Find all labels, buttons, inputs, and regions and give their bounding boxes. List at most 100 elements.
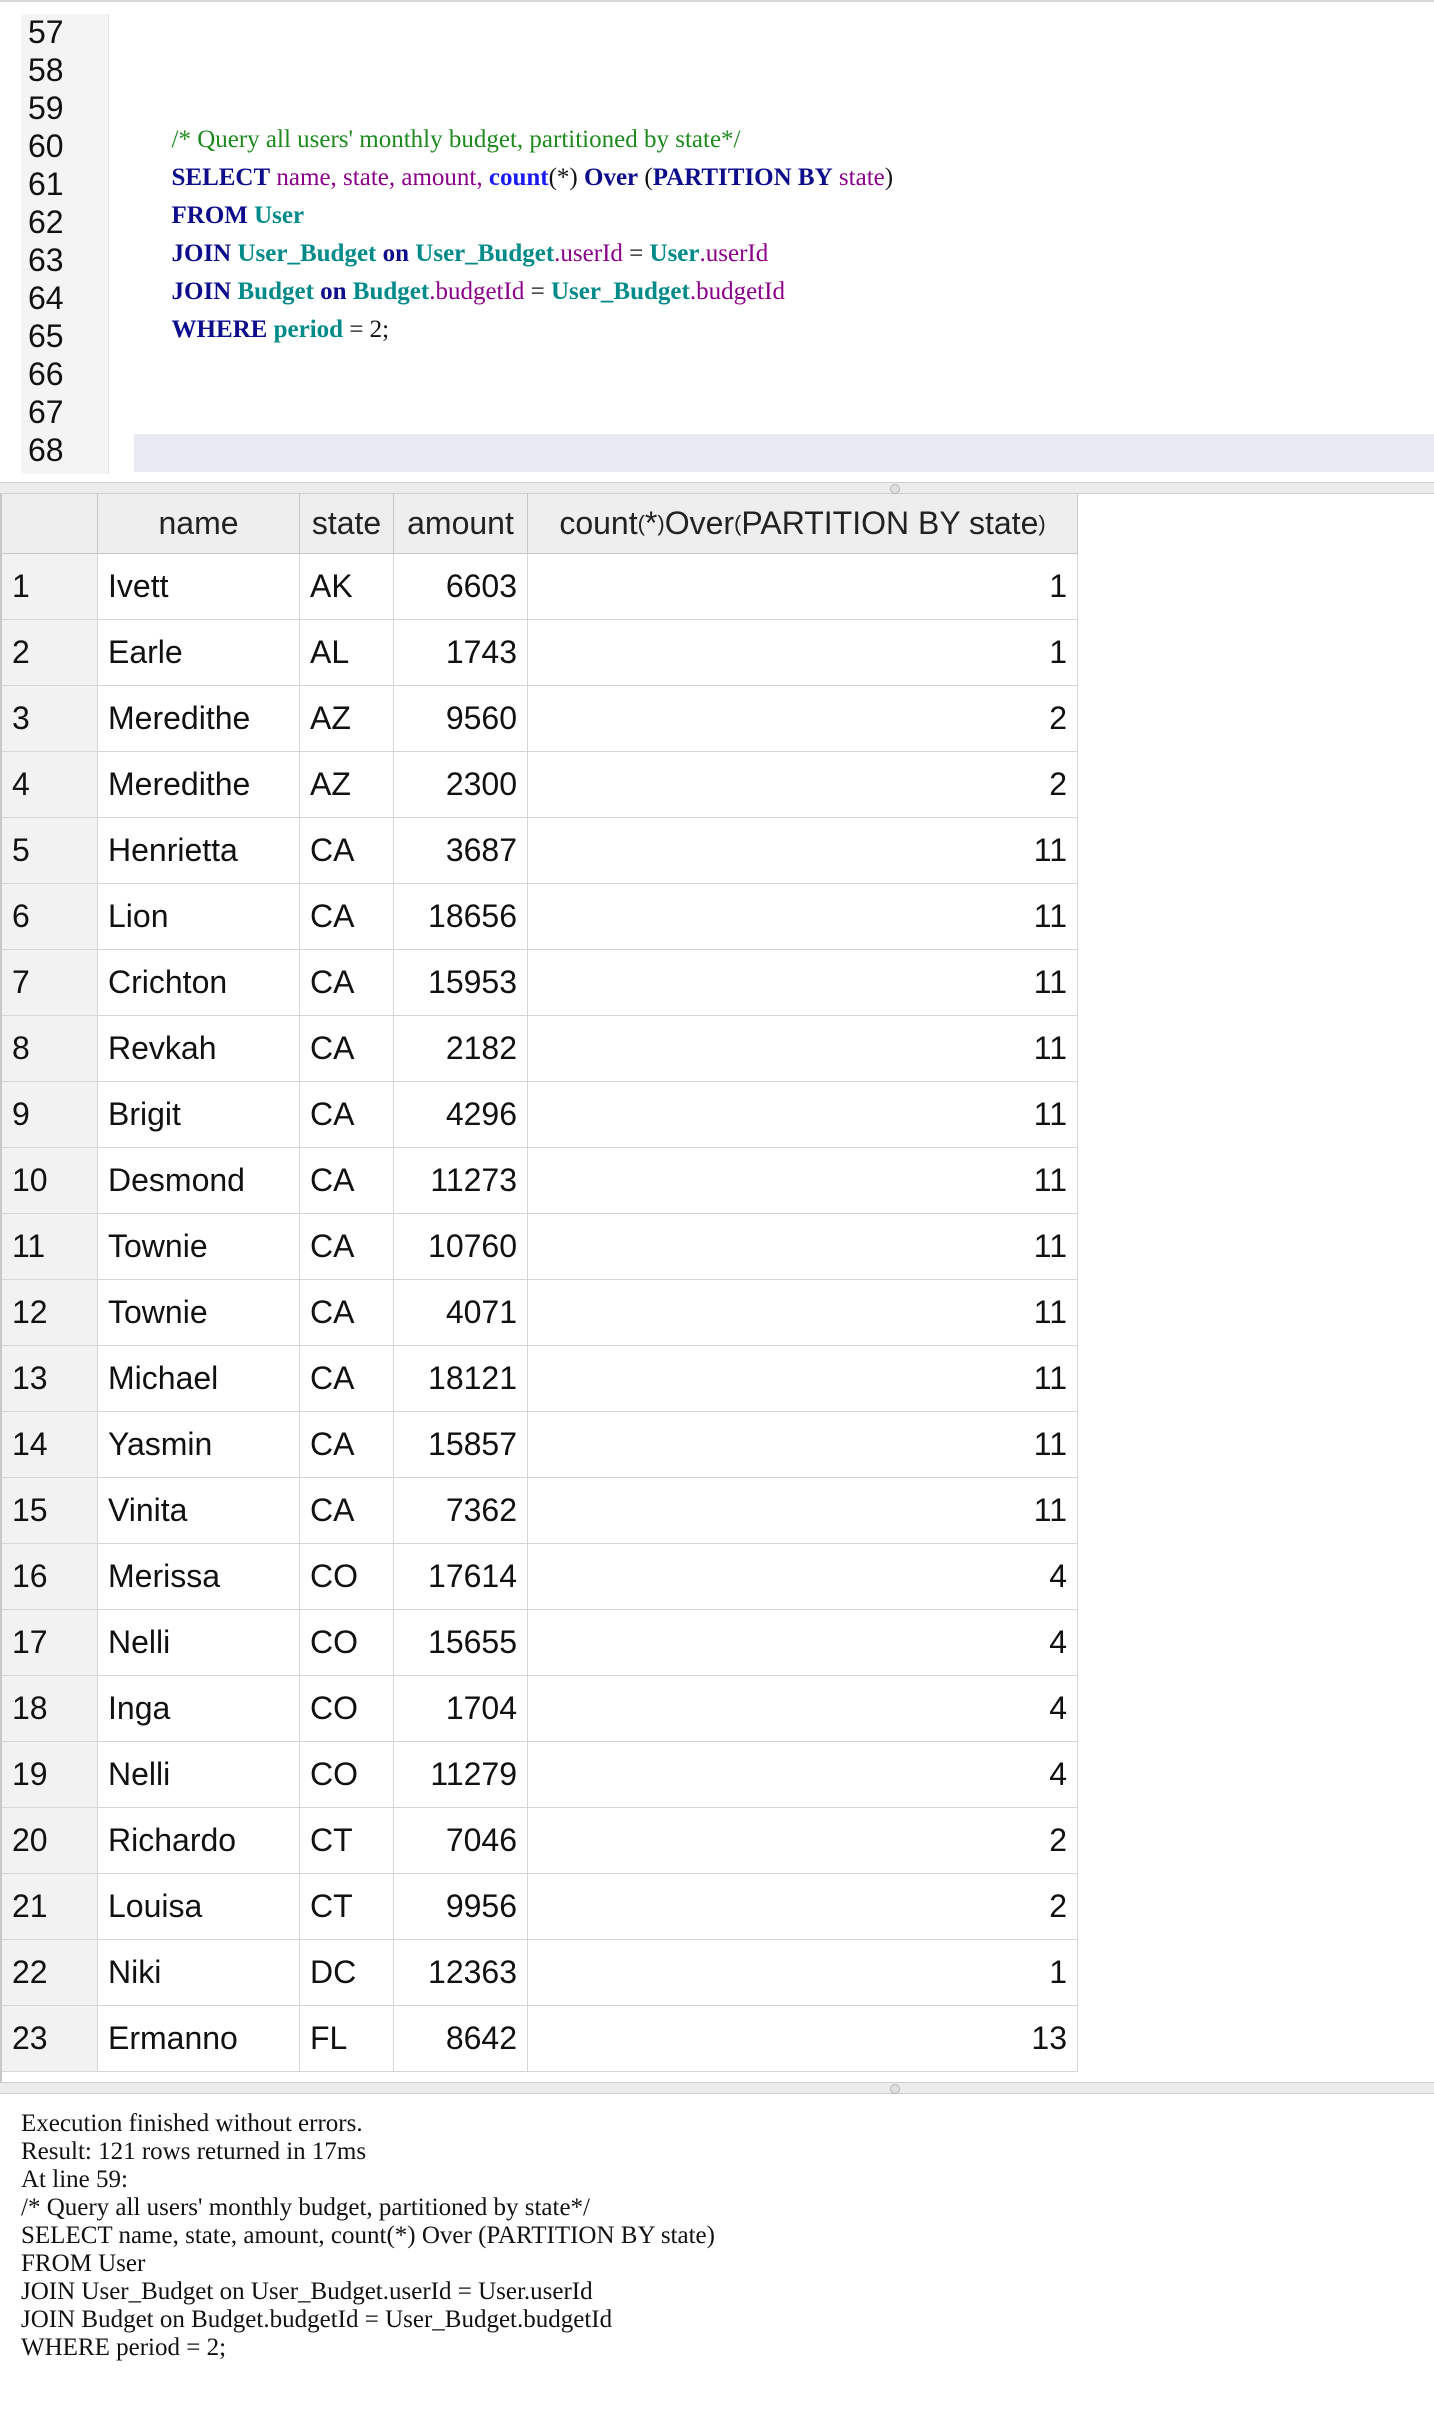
cell-state[interactable]: CA (300, 1280, 394, 1346)
cell-amount[interactable]: 8642 (394, 2006, 528, 2072)
table-row[interactable]: 8 Revkah CA 2182 11 (2, 1016, 1078, 1082)
cell-amount[interactable]: 2300 (394, 752, 528, 818)
cell-name[interactable]: Niki (98, 1940, 300, 2006)
table-row[interactable]: 18 Inga CO 1704 4 (2, 1676, 1078, 1742)
cell-state[interactable]: CA (300, 884, 394, 950)
row-number-cell[interactable]: 16 (2, 1544, 98, 1610)
table-row[interactable]: 11 Townie CA 10760 11 (2, 1214, 1078, 1280)
cell-amount[interactable]: 9956 (394, 1874, 528, 1940)
row-number-cell[interactable]: 7 (2, 950, 98, 1016)
cell-count[interactable]: 2 (528, 686, 1078, 752)
table-row[interactable]: 13 Michael CA 18121 11 (2, 1346, 1078, 1412)
splitter-grip-handle[interactable] (890, 484, 900, 494)
row-number-cell[interactable]: 18 (2, 1676, 98, 1742)
table-row[interactable]: 22 Niki DC 12363 1 (2, 1940, 1078, 2006)
cell-count[interactable]: 2 (528, 1874, 1078, 1940)
cell-name[interactable]: Ermanno (98, 2006, 300, 2072)
cell-count[interactable]: 4 (528, 1544, 1078, 1610)
cell-count[interactable]: 11 (528, 1148, 1078, 1214)
cell-count[interactable]: 4 (528, 1742, 1078, 1808)
cell-count[interactable]: 11 (528, 1214, 1078, 1280)
cell-name[interactable]: Lion (98, 884, 300, 950)
cell-state[interactable]: AL (300, 620, 394, 686)
cell-state[interactable]: CA (300, 1346, 394, 1412)
cell-count[interactable]: 1 (528, 554, 1078, 620)
cell-state[interactable]: CO (300, 1610, 394, 1676)
row-number-cell[interactable]: 10 (2, 1148, 98, 1214)
cell-name[interactable]: Vinita (98, 1478, 300, 1544)
cell-state[interactable]: AZ (300, 752, 394, 818)
cell-state[interactable]: CA (300, 1082, 394, 1148)
row-number-cell[interactable]: 23 (2, 2006, 98, 2072)
row-number-cell[interactable]: 14 (2, 1412, 98, 1478)
cell-state[interactable]: CT (300, 1874, 394, 1940)
cell-name[interactable]: Yasmin (98, 1412, 300, 1478)
cell-name[interactable]: Richardo (98, 1808, 300, 1874)
cell-name[interactable]: Earle (98, 620, 300, 686)
cell-count[interactable]: 4 (528, 1676, 1078, 1742)
cell-count[interactable]: 13 (528, 2006, 1078, 2072)
row-number-cell[interactable]: 8 (2, 1016, 98, 1082)
cell-amount[interactable]: 12363 (394, 1940, 528, 2006)
cell-state[interactable]: CO (300, 1742, 394, 1808)
cell-name[interactable]: Ivett (98, 554, 300, 620)
cell-amount[interactable]: 2182 (394, 1016, 528, 1082)
cell-count[interactable]: 11 (528, 1082, 1078, 1148)
row-number-cell[interactable]: 22 (2, 1940, 98, 2006)
cell-amount[interactable]: 15857 (394, 1412, 528, 1478)
table-row[interactable]: 5 Henrietta CA 3687 11 (2, 818, 1078, 884)
row-number-cell[interactable]: 19 (2, 1742, 98, 1808)
row-number-cell[interactable]: 3 (2, 686, 98, 752)
cell-name[interactable]: Revkah (98, 1016, 300, 1082)
cell-name[interactable]: Townie (98, 1280, 300, 1346)
table-row[interactable]: 1 Ivett AK 6603 1 (2, 554, 1078, 620)
cell-name[interactable]: Meredithe (98, 686, 300, 752)
row-number-cell[interactable]: 4 (2, 752, 98, 818)
cell-count[interactable]: 1 (528, 620, 1078, 686)
cell-name[interactable]: Merissa (98, 1544, 300, 1610)
cell-amount[interactable]: 7046 (394, 1808, 528, 1874)
cell-amount[interactable]: 11273 (394, 1148, 528, 1214)
cell-name[interactable]: Brigit (98, 1082, 300, 1148)
cell-amount[interactable]: 17614 (394, 1544, 528, 1610)
cell-state[interactable]: CA (300, 1016, 394, 1082)
cell-name[interactable]: Nelli (98, 1742, 300, 1808)
cell-count[interactable]: 11 (528, 1412, 1078, 1478)
cell-count[interactable]: 11 (528, 884, 1078, 950)
row-number-cell[interactable]: 15 (2, 1478, 98, 1544)
cell-amount[interactable]: 18656 (394, 884, 528, 950)
cell-amount[interactable]: 11279 (394, 1742, 528, 1808)
cell-state[interactable]: CA (300, 950, 394, 1016)
cell-count[interactable]: 11 (528, 1016, 1078, 1082)
cell-state[interactable]: CA (300, 1478, 394, 1544)
code-area[interactable]: /* Query all users' monthly budget, part… (134, 2, 1434, 484)
cell-name[interactable]: Desmond (98, 1148, 300, 1214)
cell-name[interactable]: Meredithe (98, 752, 300, 818)
table-row[interactable]: 17 Nelli CO 15655 4 (2, 1610, 1078, 1676)
cell-amount[interactable]: 18121 (394, 1346, 528, 1412)
results-message-splitter[interactable] (0, 2082, 1434, 2094)
cell-amount[interactable]: 7362 (394, 1478, 528, 1544)
cell-amount[interactable]: 4296 (394, 1082, 528, 1148)
cell-count[interactable]: 11 (528, 1346, 1078, 1412)
column-header-state[interactable]: state (300, 494, 394, 554)
table-row[interactable]: 12 Townie CA 4071 11 (2, 1280, 1078, 1346)
table-row[interactable]: 2 Earle AL 1743 1 (2, 620, 1078, 686)
cell-count[interactable]: 11 (528, 818, 1078, 884)
cell-amount[interactable]: 10760 (394, 1214, 528, 1280)
row-number-cell[interactable]: 2 (2, 620, 98, 686)
cell-name[interactable]: Inga (98, 1676, 300, 1742)
table-row[interactable]: 7 Crichton CA 15953 11 (2, 950, 1078, 1016)
row-number-cell[interactable]: 20 (2, 1808, 98, 1874)
column-header-name[interactable]: name (98, 494, 300, 554)
row-number-cell[interactable]: 9 (2, 1082, 98, 1148)
row-number-cell[interactable]: 6 (2, 884, 98, 950)
table-row[interactable]: 6 Lion CA 18656 11 (2, 884, 1078, 950)
cell-state[interactable]: CA (300, 1148, 394, 1214)
row-number-cell[interactable]: 13 (2, 1346, 98, 1412)
cell-count[interactable]: 11 (528, 1478, 1078, 1544)
table-row[interactable]: 21 Louisa CT 9956 2 (2, 1874, 1078, 1940)
cell-state[interactable]: FL (300, 2006, 394, 2072)
cell-amount[interactable]: 9560 (394, 686, 528, 752)
cell-state[interactable]: AK (300, 554, 394, 620)
